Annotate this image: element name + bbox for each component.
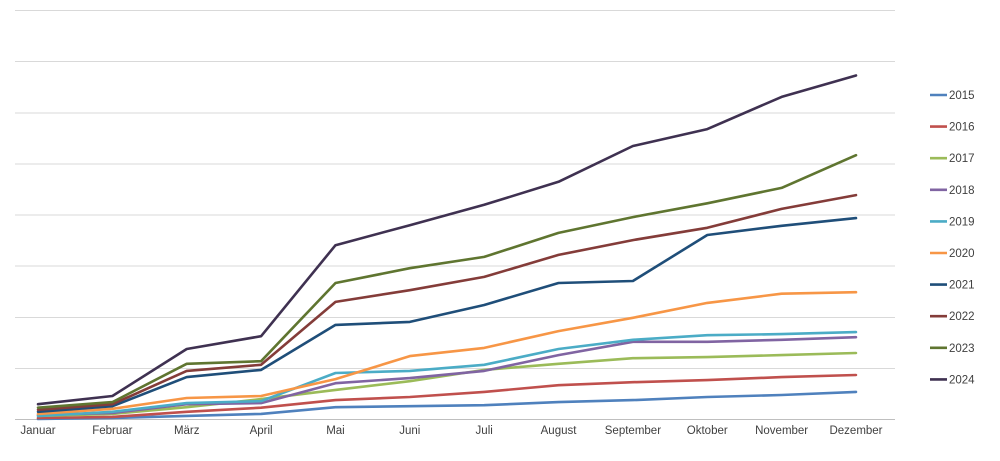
legend-label: 2021 [949,280,975,292]
x-tick-label: November [755,425,808,437]
series-line-2015 [36,390,858,421]
legend: 2015 2016 2017 2018 2019 2020 2021 2022 2023 2024 [930,90,975,386]
x-axis-labels: Januar Februar März April Mai Juni Juli August S… [20,425,882,437]
legend-item-2017: 2017 [930,153,975,165]
legend-item-2016: 2016 [930,122,975,134]
legend-item-2019: 2019 [930,216,975,228]
legend-label: 2016 [949,122,975,134]
x-tick-label: September [605,425,661,437]
x-tick-label: Februar [92,425,132,437]
legend-label: 2023 [949,343,975,355]
series-line-2023 [36,153,858,410]
series-line-2024 [36,74,858,406]
series-line-2019 [36,330,858,418]
legend-label: 2015 [949,90,975,102]
x-tick-label: Mai [326,425,345,437]
gridlines [15,10,895,420]
legend-label: 2022 [949,311,975,323]
legend-label: 2024 [949,374,975,386]
legend-item-2022: 2022 [930,311,975,323]
x-tick-label: März [174,425,200,437]
x-tick-label: April [250,425,273,437]
legend-item-2018: 2018 [930,185,975,197]
series-line-2022 [36,193,858,412]
x-tick-label: Juni [399,425,420,437]
legend-item-2021: 2021 [930,280,975,292]
series-line-2021 [36,216,858,414]
x-tick-label: August [541,425,578,437]
legend-item-2015: 2015 [930,90,975,102]
legend-item-2024: 2024 [930,374,975,386]
x-tick-label: Oktober [687,425,728,437]
legend-item-2023: 2023 [930,343,975,355]
legend-item-2020: 2020 [930,248,975,260]
legend-label: 2017 [949,153,975,165]
series-line-2020 [36,290,858,416]
legend-label: 2020 [949,248,975,260]
series-line-2016 [36,373,858,420]
x-tick-label: Dezember [829,425,882,437]
series-lines [36,74,858,421]
x-tick-label: Juli [476,425,493,437]
x-tick-label: Januar [20,425,55,437]
legend-label: 2018 [949,185,975,197]
legend-label: 2019 [949,216,975,228]
